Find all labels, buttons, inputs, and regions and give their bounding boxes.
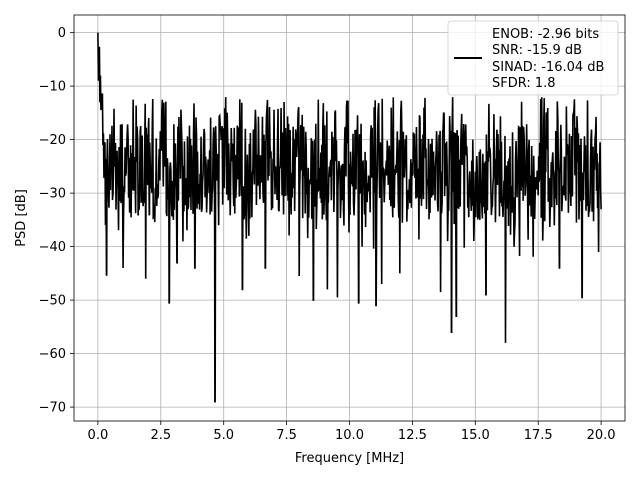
- y-tick-label: −40: [39, 240, 66, 255]
- y-tick-label: −50: [39, 294, 66, 309]
- x-tick-label: 10.0: [335, 428, 364, 443]
- series-layer: [97, 32, 602, 403]
- x-tick-label: 17.5: [524, 428, 553, 443]
- psd-series-line: [97, 32, 602, 403]
- y-tick-label: −60: [39, 347, 66, 362]
- y-axis-label: PSD [dB]: [14, 189, 29, 247]
- x-tick-label: 12.5: [398, 428, 427, 443]
- x-tick-label: 15.0: [461, 428, 490, 443]
- x-tick-label: 5.0: [213, 428, 234, 443]
- legend-enob-text: ENOB: -2.96 bits: [492, 27, 599, 42]
- legend-snr-text: SNR: -15.9 dB: [492, 43, 582, 58]
- legend-sfdr-text: SFDR: 1.8: [492, 76, 556, 91]
- legend: ENOB: -2.96 bits SNR: -15.9 dB SINAD: -1…: [447, 20, 619, 96]
- x-axis-label: Frequency [MHz]: [295, 451, 404, 466]
- plot-area: [97, 32, 602, 403]
- y-tick-label: −10: [39, 80, 66, 95]
- x-tick-label: 0.0: [88, 428, 109, 443]
- y-tick-label: 0: [58, 26, 66, 41]
- legend-sinad-text: SINAD: -16.04 dB: [492, 60, 604, 75]
- x-tick-label: 7.5: [276, 428, 297, 443]
- x-axis-ticks: 0.0 2.5 5.0 7.5 10.0 12.5 15.0 17.5 20.0: [88, 421, 616, 443]
- legend-box: [447, 20, 619, 96]
- x-tick-label: 20.0: [587, 428, 616, 443]
- y-tick-label: −70: [39, 401, 66, 416]
- y-tick-label: −30: [39, 187, 66, 202]
- y-axis-ticks: 0 −10 −20 −30 −40 −50 −60 −70: [39, 26, 74, 416]
- y-tick-label: −20: [39, 133, 66, 148]
- x-tick-label: 2.5: [150, 428, 171, 443]
